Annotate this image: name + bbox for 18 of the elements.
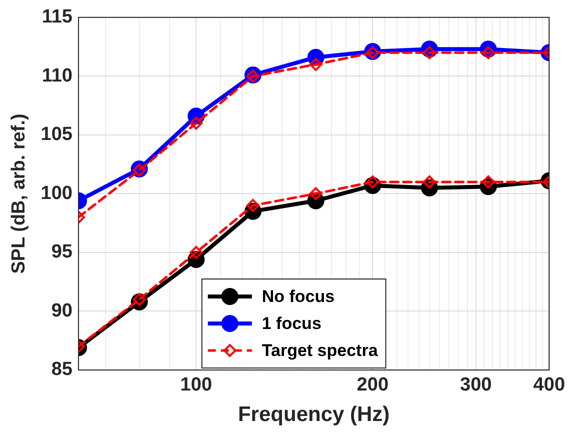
y-tick-label: 105: [40, 124, 73, 146]
legend-label: 1 focus: [262, 314, 322, 334]
y-tick-label: 95: [51, 242, 73, 263]
point: [190, 246, 203, 259]
x-tick-label: 300: [460, 374, 492, 396]
x-tick-label: 200: [356, 374, 388, 396]
y-axis-title: SPL (dB, arb. ref.): [8, 114, 30, 274]
y-tick-label: 85: [51, 359, 73, 380]
x-axis-title: Frequency (Hz): [238, 403, 390, 426]
legend-label: No focus: [262, 287, 335, 306]
x-tick-label: 400: [533, 374, 565, 396]
y-tick-label: 100: [40, 182, 72, 204]
y-tick-label: 115: [42, 6, 73, 28]
legend-label: Target spectra: [262, 341, 378, 360]
x-tick-label: 100: [180, 374, 212, 396]
point: [190, 116, 203, 130]
y-tick-label: 110: [42, 65, 72, 86]
y-tick-label: 90: [51, 300, 72, 322]
